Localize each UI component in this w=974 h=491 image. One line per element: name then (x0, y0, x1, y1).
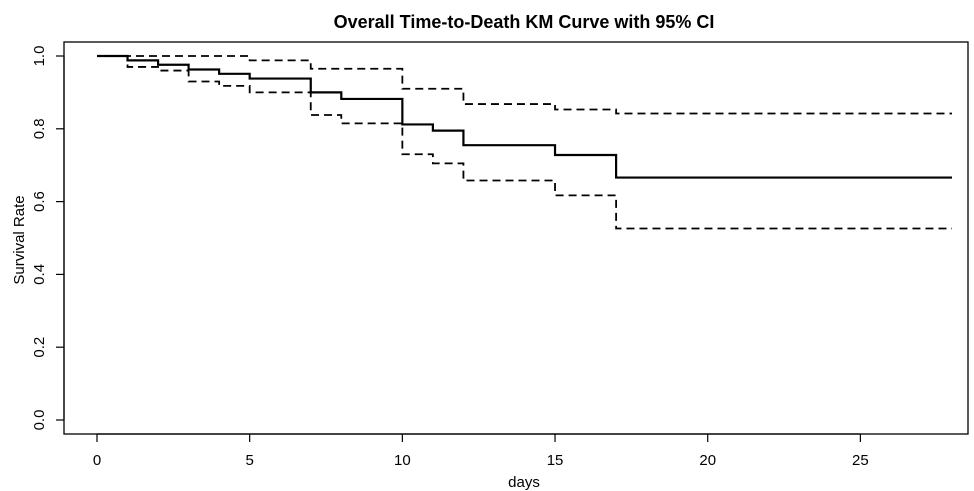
x-tick-label: 5 (246, 452, 254, 469)
y-tick-label: 0.0 (31, 410, 48, 431)
y-axis-label: Survival Rate (11, 195, 28, 284)
plot-frame (63, 41, 969, 435)
y-axis: 0.0 0.2 0.4 0.6 0.8 1.0 (31, 46, 65, 431)
y-tick-label: 1.0 (31, 46, 48, 67)
x-tick-label: 15 (547, 452, 564, 469)
series-layer (97, 54, 952, 230)
y-tick-label: 0.6 (31, 191, 48, 212)
x-axis-label: days (508, 474, 540, 491)
km-estimate-line (97, 54, 952, 179)
lower-ci-line (97, 55, 952, 230)
x-tick-label: 25 (852, 452, 869, 469)
upper-ci-line (97, 55, 952, 115)
y-tick-label: 0.4 (31, 264, 48, 285)
x-axis: 0 5 10 15 20 25 (93, 433, 869, 469)
y-tick-label: 0.2 (31, 337, 48, 358)
x-tick-label: 0 (93, 452, 101, 469)
chart-title: Overall Time-to-Death KM Curve with 95% … (334, 12, 715, 32)
x-tick-label: 10 (394, 452, 411, 469)
y-tick-label: 0.8 (31, 118, 48, 139)
x-tick-label: 20 (699, 452, 716, 469)
